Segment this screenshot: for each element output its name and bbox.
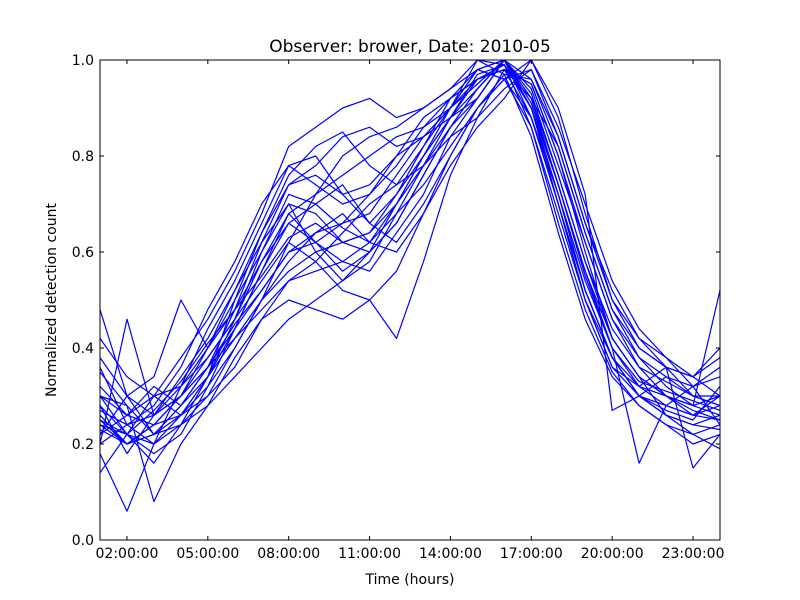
series-line-14 [99, 68, 721, 503]
y-tick-label: 0.2 [72, 437, 94, 453]
x-tick-label: 17:00:00 [500, 546, 563, 562]
x-tick-label: 14:00:00 [419, 546, 482, 562]
y-tick-label: 0.0 [72, 533, 94, 549]
x-tick-label: 11:00:00 [338, 546, 401, 562]
x-axis-title: Time (hours) [365, 572, 455, 588]
series-line-23 [99, 59, 721, 416]
series-line-9 [99, 73, 721, 397]
series-line-7 [99, 64, 721, 455]
y-tick-label: 1.0 [72, 53, 94, 69]
x-tick-label: 20:00:00 [581, 546, 644, 562]
y-tick-label: 0.6 [72, 245, 94, 261]
x-tick-label: 02:00:00 [96, 546, 159, 562]
series-line-20 [99, 68, 721, 445]
y-axis-title: Normalized detection count [44, 203, 60, 397]
tick-layer: 02:00:00 05:00:00 08:00:00 11:00:00 14:00:00… [72, 53, 725, 562]
y-tick-label: 0.8 [72, 149, 94, 165]
plot-frame [99, 59, 721, 541]
series-line-12 [99, 68, 721, 426]
chart-title: Observer: brower, Date: 2010-05 [269, 37, 551, 57]
series-line-21 [99, 68, 721, 416]
x-tick-label: 05:00:00 [176, 546, 239, 562]
series-line-24 [99, 68, 721, 464]
series-line-10 [99, 59, 721, 512]
series-line-22 [99, 59, 721, 445]
series-line-17 [99, 64, 721, 469]
series-layer [99, 59, 721, 512]
series-line-19 [99, 59, 721, 445]
series-line-16 [99, 59, 721, 464]
series-line-6 [99, 59, 721, 435]
y-tick-label: 0.4 [72, 341, 94, 357]
x-tick-label: 23:00:00 [662, 546, 725, 562]
x-tick-label: 08:00:00 [257, 546, 320, 562]
series-line-15 [99, 59, 720, 445]
series-line-13 [99, 59, 721, 474]
series-line-8 [99, 68, 721, 455]
